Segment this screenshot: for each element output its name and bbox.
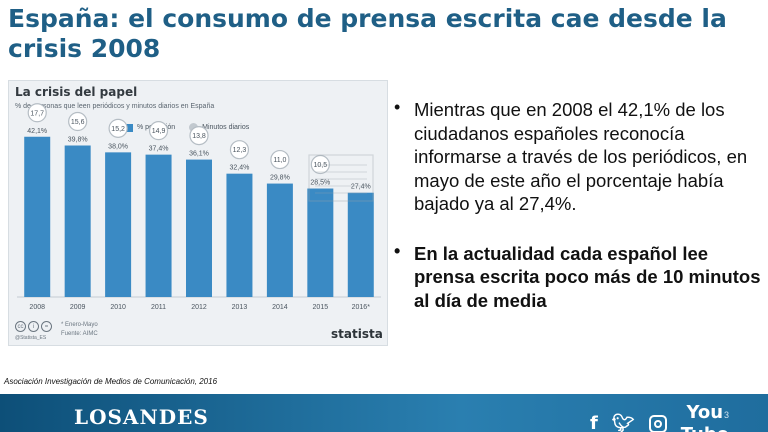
minutes-marker-2014 xyxy=(270,149,290,170)
attribution: @Statista_ES xyxy=(15,335,47,341)
bar-label-2012: 36,1% xyxy=(189,151,209,158)
chart-notes: * Enero-Mayo Fuente: AIMC xyxy=(61,321,98,339)
legend-swatch-poblacion xyxy=(125,123,133,132)
minutes-label-2008: 17,7 xyxy=(30,110,44,117)
youtube-icon[interactable]: YouTube xyxy=(681,402,729,432)
bar-label-2016*: 27,4% xyxy=(351,184,371,191)
bar-2010 xyxy=(105,152,132,297)
minutes-marker-2011 xyxy=(148,121,169,141)
legend-swatch-minutos xyxy=(189,123,199,132)
minutes-label-2015: 10,5 xyxy=(314,162,328,169)
bar-label-2009: 39,8% xyxy=(68,137,88,144)
bar-2014 xyxy=(266,183,293,297)
tick-label-2010: 2010 xyxy=(110,304,126,311)
bar-2013 xyxy=(226,173,253,297)
social-icons: f 🐦︎ YouTube xyxy=(590,402,729,432)
statista-logo: statista xyxy=(331,327,383,341)
bar-label-2010: 38,0% xyxy=(108,143,128,150)
page-number: 3 xyxy=(724,410,730,420)
instagram-icon[interactable] xyxy=(648,415,667,432)
minutes-label-2014: 11,0 xyxy=(273,157,286,164)
tick-label-2016*: 2016* xyxy=(352,304,371,311)
tick-label-2012: 2012 xyxy=(191,304,207,311)
chart-subtitle: % de personas que leen periódicos y minu… xyxy=(15,103,215,110)
twitter-icon[interactable]: 🐦︎ xyxy=(611,413,635,432)
brand-logo: LOSANDES xyxy=(74,405,209,429)
minutes-label-2013: 12,3 xyxy=(233,147,247,154)
newspaper-illustration xyxy=(308,154,374,202)
minutes-label-2012: 13,8 xyxy=(192,133,206,140)
bar-label-2011: 37,4% xyxy=(149,146,169,153)
bar-label-2013: 32,4% xyxy=(230,165,250,172)
minutes-marker-2012 xyxy=(189,125,209,146)
bar-2011 xyxy=(145,154,172,297)
bullet-list: Mientras que en 2008 el 42,1% de los ciu… xyxy=(392,96,762,313)
tick-label-2014: 2014 xyxy=(272,304,288,311)
license-icons: cc i = xyxy=(15,321,52,332)
minutes-label-2010: 15,2 xyxy=(111,126,125,133)
chart-panel: La crisis del papel % de personas que le… xyxy=(8,80,388,346)
newspaper-outline xyxy=(308,154,374,202)
note-source: Fuente: AIMC xyxy=(61,331,98,337)
tick-label-2009: 2009 xyxy=(70,304,86,311)
facebook-icon[interactable]: f xyxy=(590,413,598,432)
nd-icon: = xyxy=(41,321,52,332)
source-note: Asociación Investigación de Medios de Co… xyxy=(4,377,218,386)
bar-label-2014: 29,8% xyxy=(270,175,290,182)
tick-label-2008: 2008 xyxy=(29,304,45,311)
minutes-label-2011: 14,9 xyxy=(152,128,166,135)
youtube-top: You xyxy=(686,402,724,423)
legend-label-minutos: Minutos diarios xyxy=(202,124,250,131)
bar-label-2008: 42,1% xyxy=(27,128,47,135)
bar-2012 xyxy=(186,159,212,297)
tick-label-2013: 2013 xyxy=(232,304,248,311)
minutes-marker-2013 xyxy=(229,140,250,160)
minutes-marker-2015 xyxy=(310,154,330,175)
footer-bar xyxy=(0,394,768,432)
minutes-marker-2008 xyxy=(27,103,47,123)
minutes-label-2009: 15,6 xyxy=(71,119,85,126)
note-period: * Enero-Mayo xyxy=(61,322,98,328)
tick-label-2015: 2015 xyxy=(313,304,329,311)
minutes-marker-2009 xyxy=(68,111,88,132)
bar-2016* xyxy=(347,192,374,297)
chart-title: La crisis del papel xyxy=(15,85,138,99)
bar-2015 xyxy=(307,188,334,297)
slide-title: España: el consumo de prensa escrita cae… xyxy=(8,4,727,63)
bullet-item-1: Mientras que en 2008 el 42,1% de los ciu… xyxy=(392,96,762,216)
bar-chart: 42,1% 2008 17,7 39,8% 2009 15,6 38,0% 2010 15,2 3… xyxy=(17,103,381,311)
youtube-bottom: Tube xyxy=(681,424,729,432)
cc-icon: cc xyxy=(15,321,26,332)
tick-label-2011: 2011 xyxy=(151,304,166,311)
by-icon: i xyxy=(28,321,39,332)
minutes-marker-2010 xyxy=(108,118,128,138)
bar-2008 xyxy=(24,136,51,297)
bar-2009 xyxy=(64,145,91,297)
bullet-item-2: En la actualidad cada español lee prensa… xyxy=(392,240,762,313)
bar-label-2015: 28,5% xyxy=(310,180,330,187)
